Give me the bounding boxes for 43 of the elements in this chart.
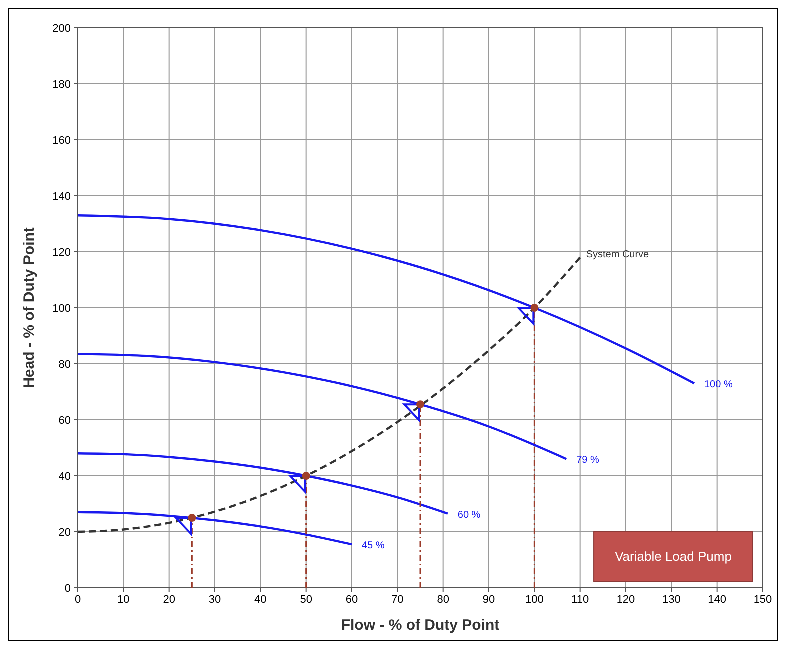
y-tick-label: 120	[52, 247, 71, 259]
y-tick-label: 40	[58, 471, 71, 483]
y-tick-label: 100	[52, 303, 71, 315]
y-tick-label: 20	[58, 527, 71, 539]
y-tick-label: 200	[52, 23, 71, 35]
y-tick-label: 160	[52, 135, 71, 147]
x-tick-label: 30	[208, 594, 222, 606]
line-series	[76, 214, 696, 385]
series-label: 79 %	[576, 455, 600, 466]
y-tick-label: 140	[52, 191, 71, 203]
y-tick-label: 60	[58, 415, 71, 427]
x-tick-label: 120	[616, 594, 636, 606]
x-tick-label: 90	[482, 594, 496, 606]
line-series	[76, 452, 449, 515]
point	[188, 514, 196, 522]
y-axis-title: Head - % of Duty Point	[21, 228, 38, 388]
x-tick-label: 140	[708, 594, 727, 606]
line-series	[76, 511, 354, 546]
y-tick-label: 180	[52, 79, 71, 91]
x-tick-label: 20	[163, 594, 176, 606]
x-tick-label: 100	[525, 594, 544, 606]
x-tick-label: 40	[254, 594, 267, 606]
series-label: 60 %	[458, 510, 481, 521]
series-label: 45 %	[362, 540, 385, 552]
x-tick-label: 130	[662, 594, 681, 606]
x-tick-label: 150	[754, 594, 772, 606]
y-tick-label: 80	[58, 359, 71, 371]
x-tick-label: 10	[118, 594, 130, 606]
x-tick-label: 80	[437, 594, 450, 606]
point	[530, 304, 539, 312]
y-tick-label: 0	[64, 583, 71, 595]
series-label: 100 %	[704, 380, 733, 391]
point	[416, 400, 424, 409]
x-tick-label: 50	[300, 594, 312, 606]
x-axis-title: Flow - % of Duty Point	[341, 617, 500, 634]
point	[302, 472, 310, 480]
x-tick-label: 0	[74, 594, 82, 606]
x-tick-label: 60	[346, 594, 358, 606]
x-tick-label: 70	[392, 594, 404, 606]
x-tick-label: 110	[572, 594, 590, 606]
line-series	[76, 353, 568, 460]
series-label: System Curve	[586, 250, 650, 261]
annotation: Variable Load Pump	[615, 549, 732, 564]
